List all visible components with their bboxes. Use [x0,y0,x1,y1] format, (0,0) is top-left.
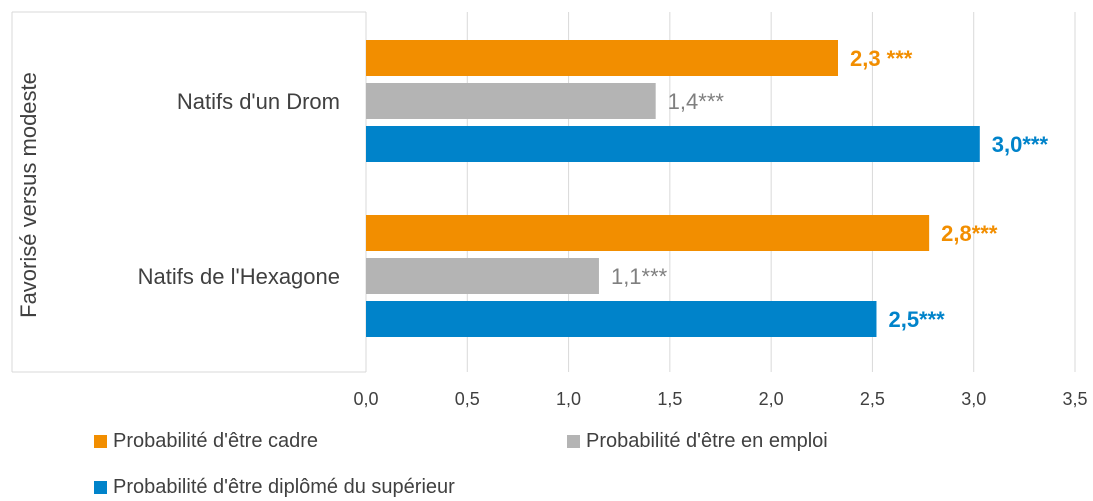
bar-g1-s1 [366,258,599,294]
bar-g1-s2 [366,301,877,337]
category-label-1: Natifs de l'Hexagone [138,264,340,289]
data-label-g1-s2: 2,5*** [888,307,945,332]
x-tick-label-0: 0,0 [353,389,378,409]
x-tick-label-2: 1,0 [556,389,581,409]
data-label-g0-s2: 3,0*** [992,132,1049,157]
data-labels: 2,3 *** 1,4*** 3,0*** 2,8*** 1,1*** 2,5*** [611,46,1049,332]
x-tick-label-7: 3,5 [1062,389,1087,409]
category-labels: Natifs d'un Drom Natifs de l'Hexagone [138,89,340,289]
data-label-g0-s1: 1,4*** [668,89,725,114]
bar-g0-s1 [366,83,656,119]
data-label-g1-s1: 1,1*** [611,264,668,289]
x-tick-label-1: 0,5 [455,389,480,409]
x-tick-labels: 0,0 0,5 1,0 1,5 2,0 2,5 3,0 3,5 [353,389,1087,409]
bar-g1-s0 [366,215,930,251]
bars [366,40,980,337]
x-tick-label-5: 2,5 [860,389,885,409]
x-tick-label-3: 1,5 [657,389,682,409]
group-axis-label: Favorisé versus modeste [16,72,41,318]
category-label-0: Natifs d'un Drom [177,89,340,114]
bar-g0-s2 [366,126,980,162]
data-label-g0-s0: 2,3 *** [850,46,913,71]
category-frame [11,11,366,373]
x-tick-label-4: 2,0 [759,389,784,409]
bar-g0-s0 [366,40,838,76]
x-tick-label-6: 3,0 [961,389,986,409]
data-label-g1-s0: 2,8*** [941,221,998,246]
